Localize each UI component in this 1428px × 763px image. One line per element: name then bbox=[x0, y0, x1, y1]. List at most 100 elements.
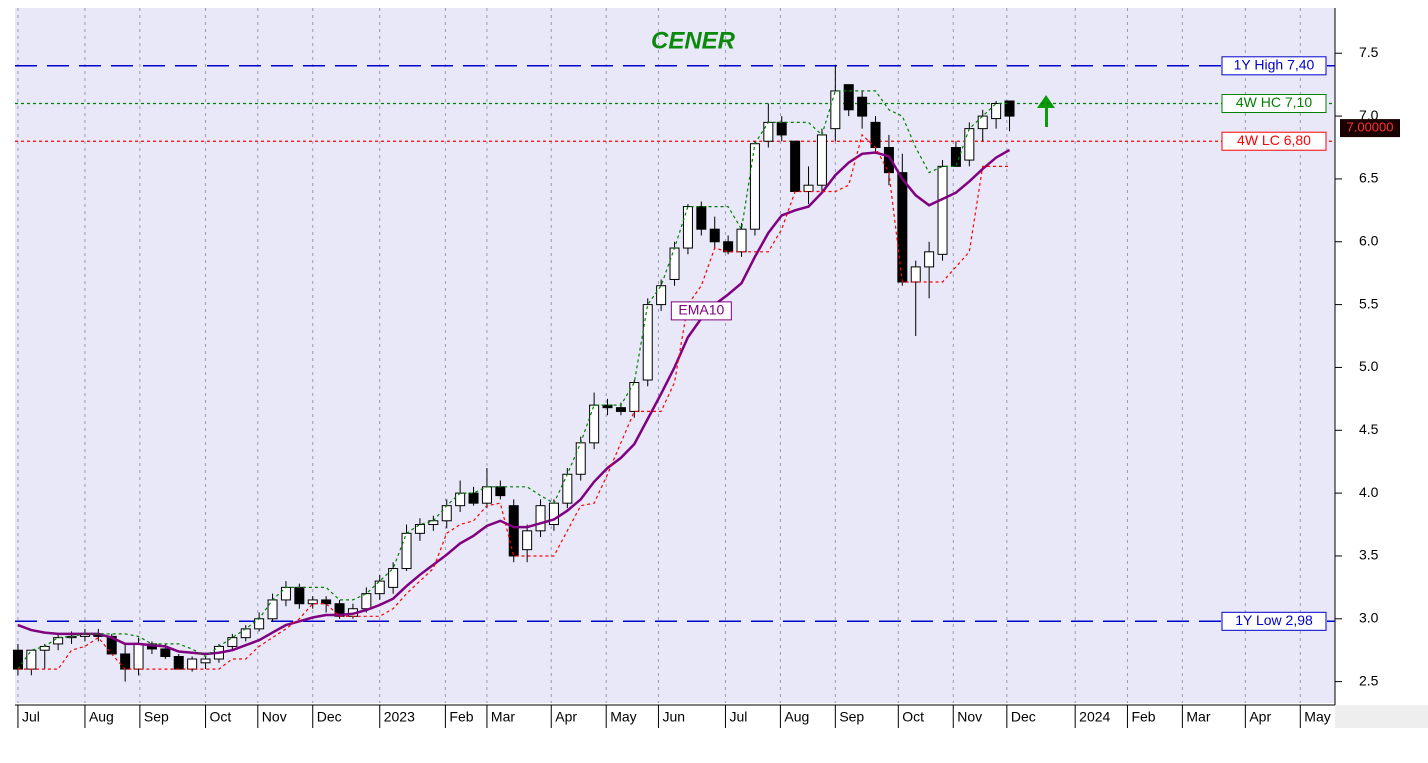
candle-body bbox=[468, 492, 479, 504]
x-tick-label: Nov bbox=[262, 709, 287, 725]
candle-body bbox=[897, 172, 908, 283]
x-tick-label: Sep bbox=[839, 709, 864, 725]
y-tick-label: 4.5 bbox=[1359, 421, 1379, 437]
candle-body bbox=[562, 473, 573, 504]
candle-body bbox=[441, 505, 452, 522]
level-label: 4W LC 6,80 bbox=[1237, 132, 1311, 148]
candle-body bbox=[602, 404, 613, 409]
level-label-box bbox=[1221, 56, 1327, 76]
candle-body bbox=[307, 599, 318, 605]
candle-body bbox=[334, 603, 345, 617]
level-label: 4W HC 7,10 bbox=[1236, 94, 1312, 110]
y-tick-label: 5.0 bbox=[1359, 358, 1379, 374]
candle-body bbox=[535, 505, 546, 532]
candle-body bbox=[227, 637, 238, 647]
candle-body bbox=[682, 206, 693, 249]
candle-body bbox=[642, 304, 653, 381]
level-label: 1Y Low 2,98 bbox=[1235, 612, 1313, 628]
y-tick-label: 5.5 bbox=[1359, 295, 1379, 311]
x-tick-label: Dec bbox=[317, 709, 342, 725]
candle-body bbox=[749, 143, 760, 230]
candle-body bbox=[1004, 100, 1015, 117]
candle-body bbox=[26, 649, 37, 670]
candle-body bbox=[495, 486, 506, 497]
candle-body bbox=[12, 649, 23, 670]
candle-body bbox=[696, 206, 707, 230]
candle-body bbox=[133, 643, 144, 670]
candle-body bbox=[481, 486, 492, 504]
x-tick-label: Mar bbox=[491, 709, 515, 725]
candle-body bbox=[39, 645, 50, 651]
candle-body bbox=[709, 228, 720, 243]
y-tick-label: 4.0 bbox=[1359, 484, 1379, 500]
series-label: EMA10 bbox=[678, 302, 724, 318]
x-tick-label: Apr bbox=[555, 709, 577, 725]
candle-body bbox=[267, 599, 278, 620]
candle-body bbox=[843, 84, 854, 111]
candle-body bbox=[803, 184, 814, 192]
level-label-box bbox=[1221, 131, 1327, 151]
x-tick-label: Oct bbox=[902, 709, 924, 725]
candle-body bbox=[830, 90, 841, 130]
candle-body bbox=[937, 165, 948, 255]
series-line bbox=[17, 148, 1011, 656]
x-tick-label: Jun bbox=[662, 709, 685, 725]
candle-body bbox=[589, 404, 600, 444]
candle-body bbox=[857, 96, 868, 117]
y-tick-label: 3.5 bbox=[1359, 547, 1379, 563]
candle-body bbox=[816, 134, 827, 186]
x-tick-label: 2024 bbox=[1079, 709, 1110, 725]
candle-body bbox=[790, 140, 801, 192]
level-label: 1Y High 7,40 bbox=[1234, 57, 1315, 73]
candle-body bbox=[736, 228, 747, 253]
level-label-box bbox=[1221, 611, 1327, 631]
series-line bbox=[17, 133, 1010, 670]
candle-body bbox=[575, 442, 586, 475]
y-tick-label: 6.5 bbox=[1359, 170, 1379, 186]
candle-body bbox=[401, 532, 412, 570]
candle-body bbox=[870, 121, 881, 149]
candle-body bbox=[374, 580, 385, 595]
candle-body bbox=[964, 128, 975, 161]
plot-background bbox=[15, 8, 1335, 703]
candle-body bbox=[776, 121, 787, 136]
x-tick-label: Jul bbox=[729, 709, 747, 725]
candle-body bbox=[200, 658, 211, 664]
candle-body bbox=[615, 407, 626, 412]
candle-body bbox=[361, 593, 372, 610]
y-tick-label: 7.5 bbox=[1359, 44, 1379, 60]
candle-body bbox=[629, 382, 640, 412]
candle-body bbox=[950, 147, 961, 167]
x-tick-label: May bbox=[610, 709, 636, 725]
x-tick-label: Jul bbox=[22, 709, 40, 725]
x-tick-label: 2023 bbox=[384, 709, 415, 725]
series-label-box bbox=[670, 301, 732, 321]
candle-body bbox=[522, 530, 533, 551]
candle-body bbox=[53, 637, 64, 645]
candle-body bbox=[280, 586, 291, 601]
candle-body bbox=[187, 658, 198, 670]
candle-body bbox=[455, 492, 466, 507]
axis-corner bbox=[1335, 705, 1428, 728]
x-tick-label: Nov bbox=[957, 709, 982, 725]
x-tick-label: Oct bbox=[210, 709, 232, 725]
series-line bbox=[17, 90, 1010, 670]
x-tick-label: Dec bbox=[1011, 709, 1036, 725]
candle-body bbox=[294, 586, 305, 605]
candle-body bbox=[254, 618, 265, 630]
candle-body bbox=[656, 285, 667, 306]
y-tick-label: 6.0 bbox=[1359, 232, 1379, 248]
candle-body bbox=[321, 599, 332, 605]
candle-body bbox=[120, 653, 131, 670]
x-tick-label: Aug bbox=[784, 709, 809, 725]
x-tick-label: Apr bbox=[1249, 709, 1271, 725]
candle-body bbox=[669, 247, 680, 280]
x-tick-label: Feb bbox=[1131, 709, 1155, 725]
x-tick-label: Aug bbox=[89, 709, 114, 725]
candle-body bbox=[508, 505, 519, 557]
last-price-box bbox=[1340, 119, 1400, 138]
y-tick-label: 3.0 bbox=[1359, 609, 1379, 625]
candle-body bbox=[388, 568, 399, 588]
level-label-box bbox=[1221, 94, 1327, 114]
